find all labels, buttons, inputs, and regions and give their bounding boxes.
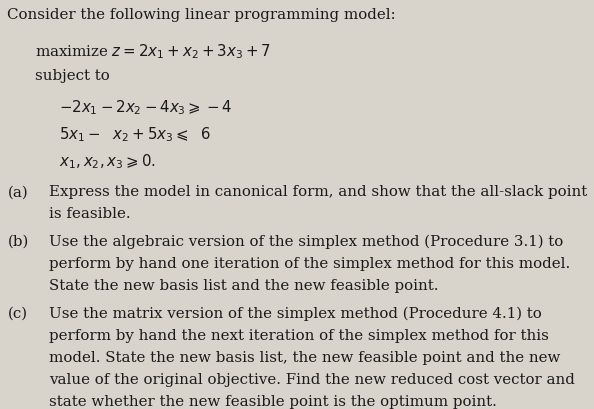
Text: Use the matrix version of the simplex method (Procedure 4.1) to: Use the matrix version of the simplex me… [49,306,542,321]
Text: perform by hand the next iteration of the simplex method for this: perform by hand the next iteration of th… [49,328,549,342]
Text: perform by hand one iteration of the simplex method for this model.: perform by hand one iteration of the sim… [49,256,570,270]
Text: maximize $z = 2x_1 + x_2 + 3x_3 + 7$: maximize $z = 2x_1 + x_2 + 3x_3 + 7$ [35,43,271,61]
Text: State the new basis list and the new feasible point.: State the new basis list and the new fea… [49,278,439,292]
Text: Use the algebraic version of the simplex method (Procedure 3.1) to: Use the algebraic version of the simplex… [49,234,564,249]
Text: (c): (c) [7,306,27,320]
Text: Express the model in canonical form, and show that the all-slack point: Express the model in canonical form, and… [49,185,587,199]
Text: $-2x_1 - 2x_2 - 4x_3 \geqslant -4$: $-2x_1 - 2x_2 - 4x_3 \geqslant -4$ [59,99,232,117]
Text: state whether the new feasible point is the optimum point.: state whether the new feasible point is … [49,394,497,408]
Text: model. State the new basis list, the new feasible point and the new: model. State the new basis list, the new… [49,351,561,364]
Text: (a): (a) [7,185,28,199]
Text: subject to: subject to [35,69,110,83]
Text: is feasible.: is feasible. [49,207,131,221]
Text: (b): (b) [7,234,29,248]
Text: $x_1, x_2, x_3 \geqslant 0.$: $x_1, x_2, x_3 \geqslant 0.$ [59,151,156,170]
Text: Consider the following linear programming model:: Consider the following linear programmin… [7,9,396,22]
Text: value of the original objective. Find the new reduced cost vector and: value of the original objective. Find th… [49,372,575,386]
Text: $5x_1 -\ \ x_2 + 5x_3 \leqslant \ \ 6$: $5x_1 -\ \ x_2 + 5x_3 \leqslant \ \ 6$ [59,125,211,144]
